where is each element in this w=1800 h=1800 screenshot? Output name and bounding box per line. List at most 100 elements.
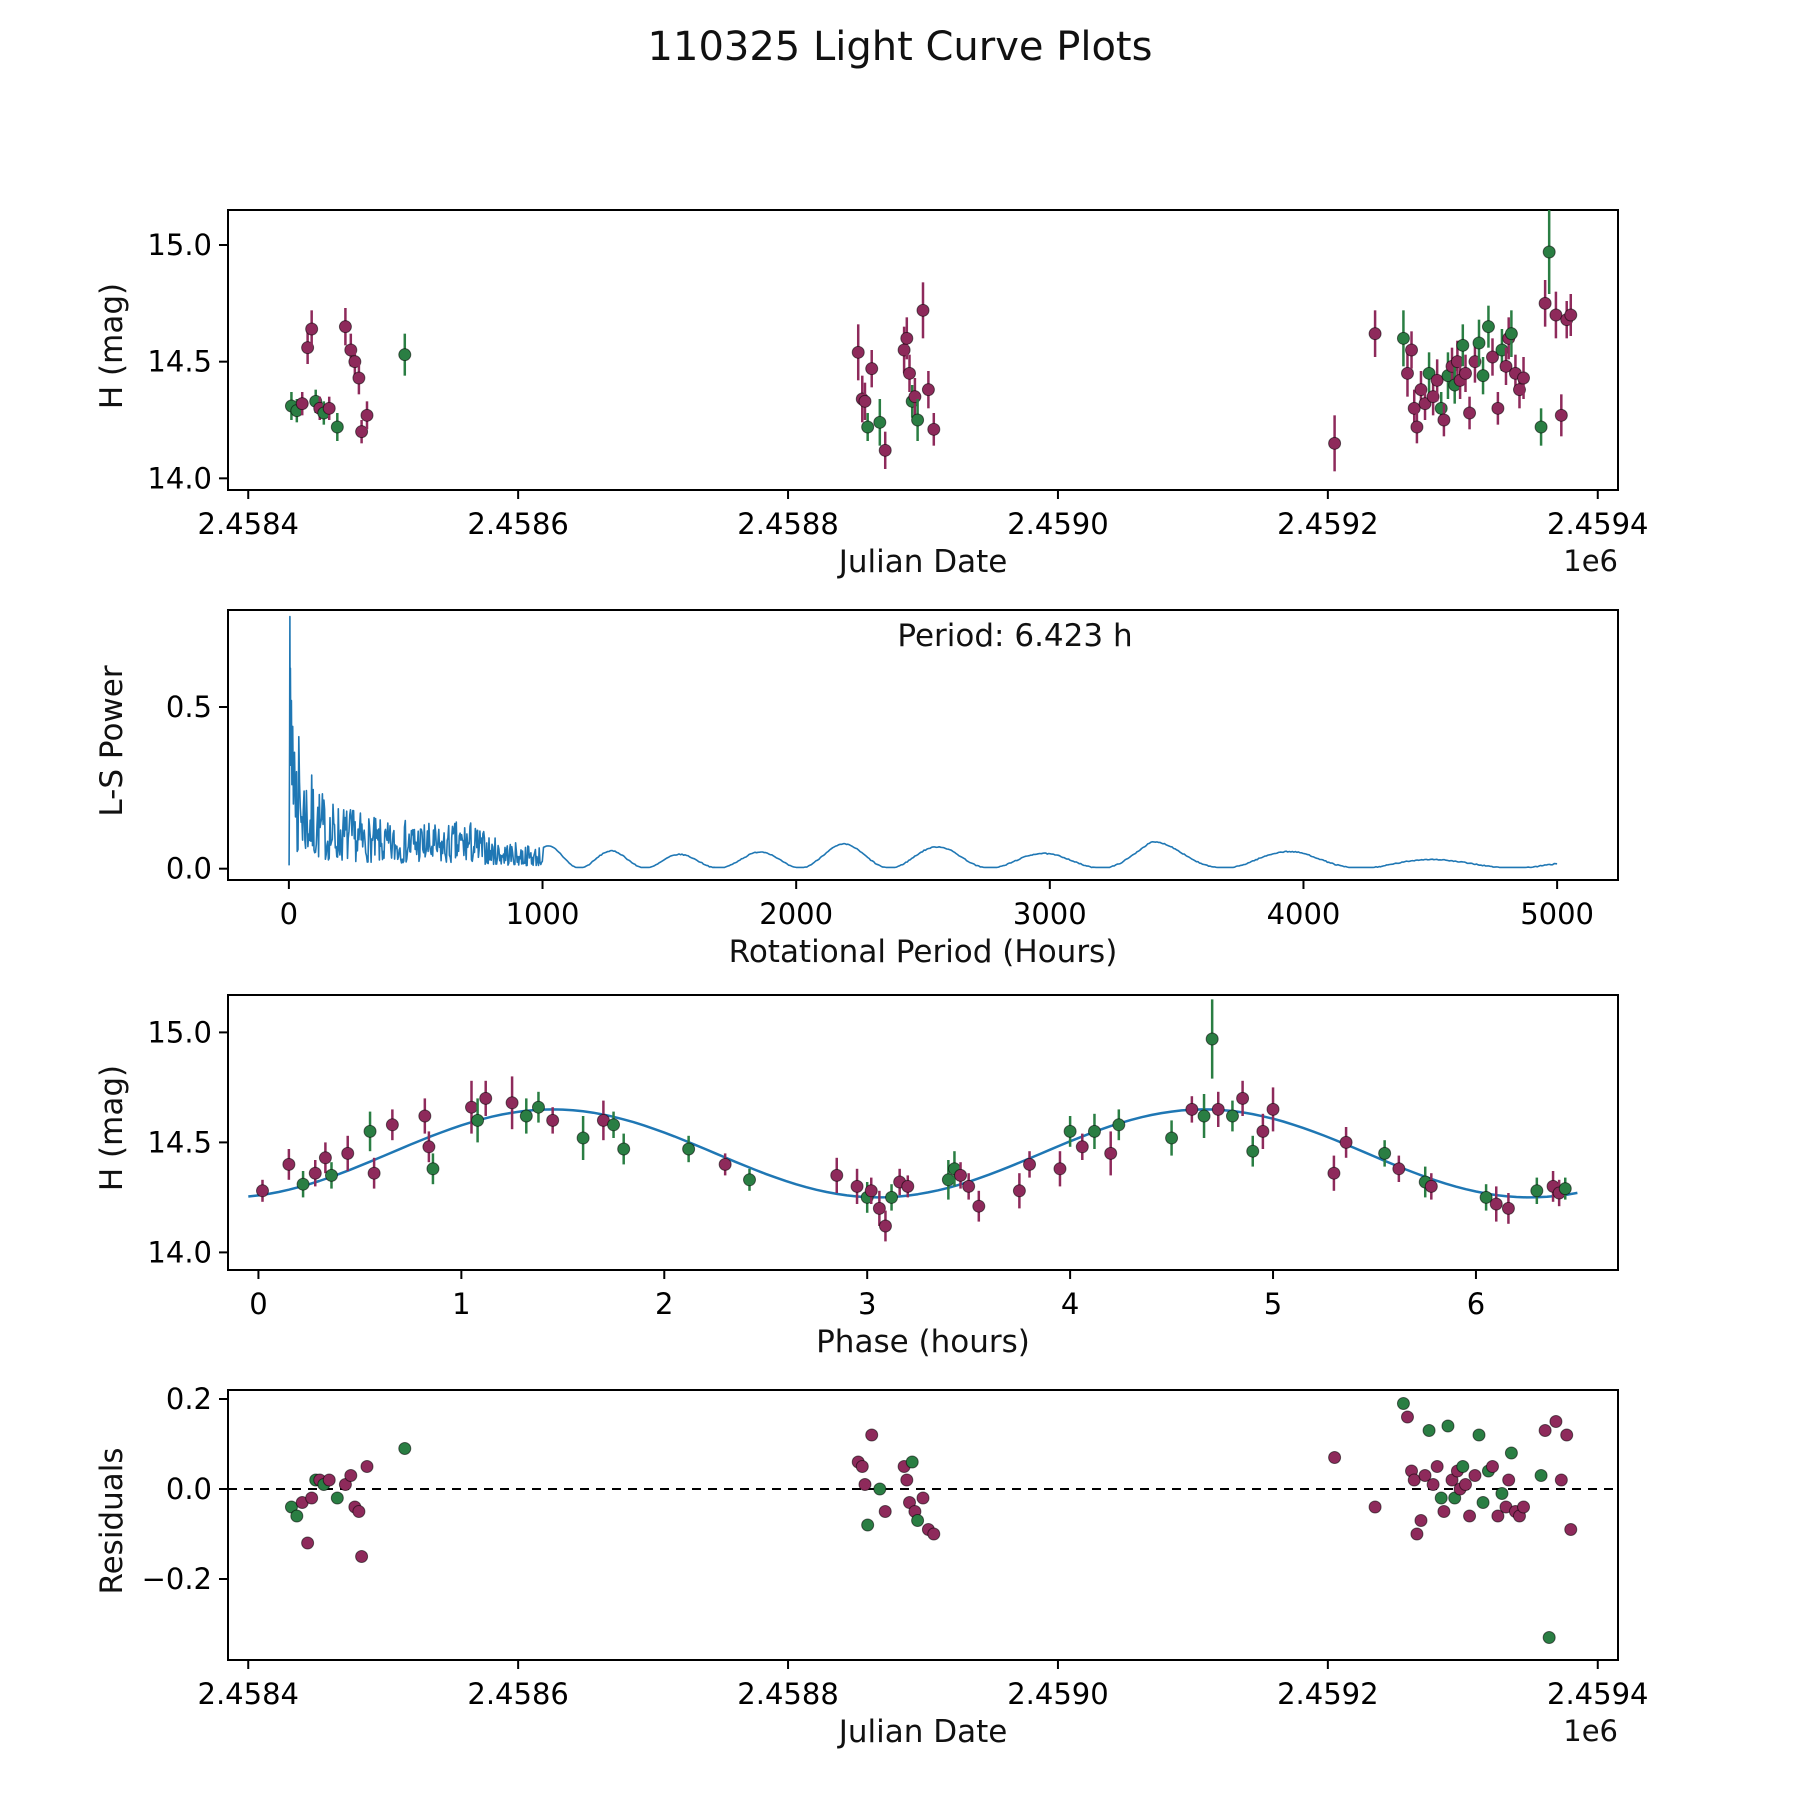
data-point: [471, 1113, 485, 1127]
data-point: [682, 1142, 696, 1156]
data-point: [916, 303, 930, 317]
data-point: [1407, 1473, 1421, 1487]
data-point: [878, 1219, 892, 1233]
data-point: [1426, 1478, 1440, 1491]
data-point: [295, 397, 309, 411]
data-point: [861, 1518, 875, 1532]
data-point: [1422, 1424, 1436, 1437]
data-point: [1368, 327, 1382, 341]
data-point: [1517, 371, 1531, 385]
data-point: [865, 362, 879, 376]
y-tick-label: 14.0: [147, 1235, 212, 1269]
data-point: [1400, 1410, 1414, 1424]
data-point: [308, 1166, 322, 1180]
y-tick-label: 0.0: [166, 1472, 212, 1506]
data-point: [1424, 1179, 1438, 1193]
data-point: [878, 443, 892, 457]
data-point: [341, 1146, 355, 1160]
data-point: [1485, 350, 1499, 364]
y-tick-label: 0.5: [166, 690, 212, 724]
data-point: [1112, 1118, 1126, 1132]
data-point: [1530, 1184, 1544, 1198]
data-point: [607, 1118, 621, 1132]
x-tick-label: 0: [280, 897, 298, 931]
y-tick-label: 14.0: [147, 461, 212, 495]
x-tick-label: 2.4592: [1277, 507, 1378, 541]
data-point: [1459, 366, 1473, 380]
data-point: [865, 1428, 879, 1442]
x-tick-label: 1: [452, 1287, 470, 1321]
data-point: [465, 1100, 479, 1114]
data-point: [1468, 1469, 1482, 1482]
data-point: [1534, 1469, 1548, 1482]
x-tick-label: 2.4584: [198, 507, 299, 541]
ylabel-residuals: Residuals: [94, 1447, 130, 1595]
data-point: [290, 1509, 304, 1523]
data-point: [1437, 1505, 1451, 1518]
data-point: [1489, 1197, 1503, 1211]
axes-residuals: 2.4584 2.4586 2.4588 2.4590 2.4592 2.4594 −0.2…: [142, 1382, 1649, 1711]
data-point: [858, 1478, 872, 1491]
data-point: [355, 1550, 369, 1563]
offset-1e6-bottom: 1e6: [1563, 1714, 1618, 1748]
data-point: [1410, 1527, 1424, 1541]
data-point: [1558, 1182, 1572, 1196]
y-tick-label: 15.0: [147, 1015, 212, 1049]
data-point: [1396, 331, 1410, 345]
data-point: [901, 1179, 915, 1193]
data-point: [1418, 1469, 1432, 1482]
data-point: [1554, 1473, 1568, 1487]
data-point: [322, 1473, 336, 1487]
xlabel-phase-hours: Phase (hours): [816, 1324, 1030, 1360]
data-point: [398, 348, 412, 362]
data-point: [418, 1109, 432, 1123]
y-tick-label: 0.2: [166, 1382, 212, 1416]
data-point: [352, 371, 366, 385]
data-point: [1564, 308, 1578, 322]
data-point: [1327, 1166, 1341, 1180]
data-point: [903, 366, 917, 380]
x-tick-label: 3000: [1013, 897, 1087, 931]
data-point: [1472, 336, 1486, 350]
data-point: [363, 1124, 377, 1138]
data-point: [1339, 1135, 1353, 1149]
data-point: [1491, 1509, 1505, 1523]
data-point: [531, 1100, 545, 1114]
data-point: [1495, 1487, 1509, 1500]
data-point: [367, 1166, 381, 1180]
data-point: [1549, 308, 1563, 322]
data-point: [1479, 1190, 1493, 1204]
data-point: [1502, 1473, 1516, 1487]
y-tick-label: 0.0: [166, 852, 212, 886]
y-tick-label: 15.0: [147, 228, 212, 262]
data-point: [1542, 1631, 1556, 1644]
data-point: [1501, 1201, 1515, 1215]
data-point: [1236, 1091, 1250, 1105]
data-point: [352, 1505, 366, 1518]
data-point: [1534, 420, 1548, 434]
data-point: [360, 408, 374, 422]
data-point: [301, 1536, 315, 1550]
data-point: [855, 1460, 869, 1473]
data-point: [1396, 1397, 1410, 1410]
data-point: [1368, 1500, 1382, 1514]
data-point: [1075, 1140, 1089, 1154]
data-point: [1542, 245, 1556, 259]
x-tick-label: 3: [858, 1287, 876, 1321]
data-point: [546, 1113, 560, 1127]
x-tick-label: 2.4592: [1277, 1677, 1378, 1711]
data-point: [1499, 359, 1513, 373]
data-point: [1441, 1419, 1455, 1433]
data-point: [897, 343, 911, 357]
x-tick-label: 2.4590: [1007, 1677, 1108, 1711]
data-point: [1564, 1523, 1578, 1536]
data-point: [1400, 366, 1414, 380]
data-point: [505, 1096, 519, 1110]
data-point: [305, 322, 319, 336]
data-point: [1481, 320, 1495, 334]
data-point: [1538, 296, 1552, 310]
x-tick-label: 2.4588: [737, 507, 838, 541]
data-point: [1549, 1415, 1563, 1428]
periodogram-line: [288, 615, 1558, 869]
